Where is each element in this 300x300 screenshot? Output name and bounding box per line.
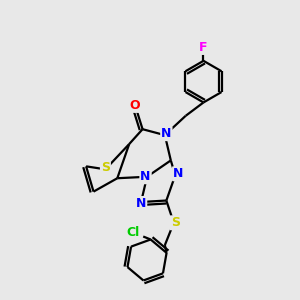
Text: N: N xyxy=(161,127,172,140)
Text: N: N xyxy=(140,170,151,183)
Text: N: N xyxy=(136,197,146,210)
Text: S: S xyxy=(171,216,180,229)
Text: Cl: Cl xyxy=(126,226,140,238)
Text: O: O xyxy=(130,99,140,112)
Text: S: S xyxy=(101,161,110,174)
Text: N: N xyxy=(173,167,183,180)
Text: F: F xyxy=(199,41,208,54)
